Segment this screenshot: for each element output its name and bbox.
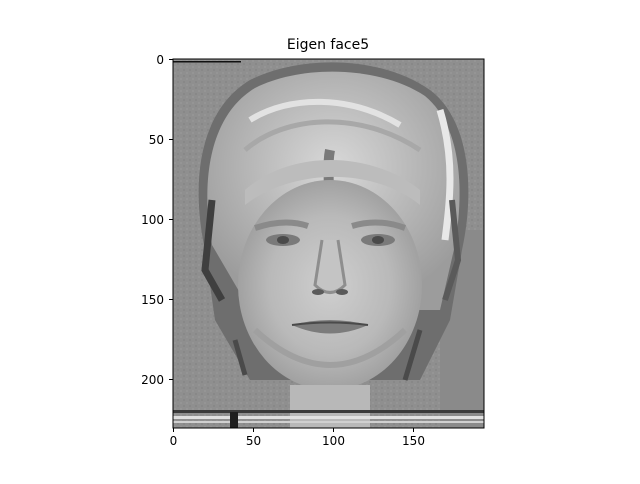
chart-title: Eigen face5 — [287, 37, 369, 53]
x-tick-label: 100 — [322, 434, 345, 448]
y-tick-label: 200 — [141, 373, 164, 387]
y-tick-label: 50 — [149, 133, 164, 147]
eigenface-image — [173, 59, 484, 428]
x-axis: 0 50 100 150 — [170, 428, 425, 448]
x-tick-label: 150 — [402, 434, 425, 448]
x-tick-label: 0 — [170, 434, 178, 448]
y-axis: 0 50 100 150 200 — [141, 53, 173, 387]
axes-frame — [172, 58, 485, 429]
y-tick-label: 100 — [141, 213, 164, 227]
y-tick-label: 150 — [141, 293, 164, 307]
x-tick-label: 50 — [246, 434, 261, 448]
y-tick-label: 0 — [156, 53, 164, 67]
